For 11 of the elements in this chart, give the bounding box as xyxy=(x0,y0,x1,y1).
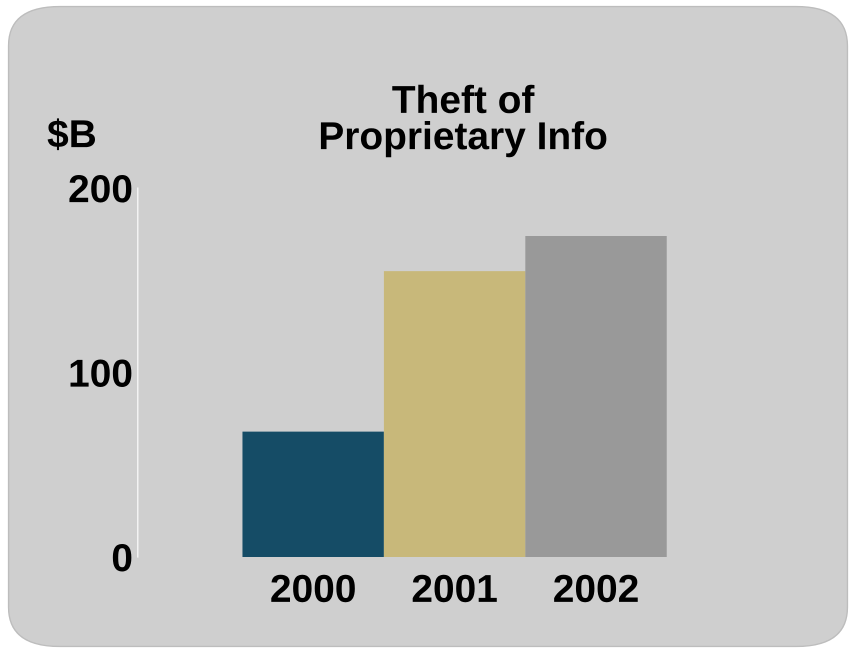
y-tick-label: 200 xyxy=(69,175,132,203)
chart-title: Theft of Proprietary Info xyxy=(320,84,606,158)
bar xyxy=(525,236,667,558)
x-tick-label: 2000 xyxy=(271,574,355,602)
y-tick-label: 100 xyxy=(70,359,132,388)
bar xyxy=(384,271,526,558)
y-tick-label: 0 xyxy=(112,544,132,572)
x-tick-label: 2001 xyxy=(412,574,497,602)
y-axis-title: $B xyxy=(48,118,96,150)
x-tick-label: 2002 xyxy=(554,574,638,602)
bar xyxy=(242,432,384,558)
